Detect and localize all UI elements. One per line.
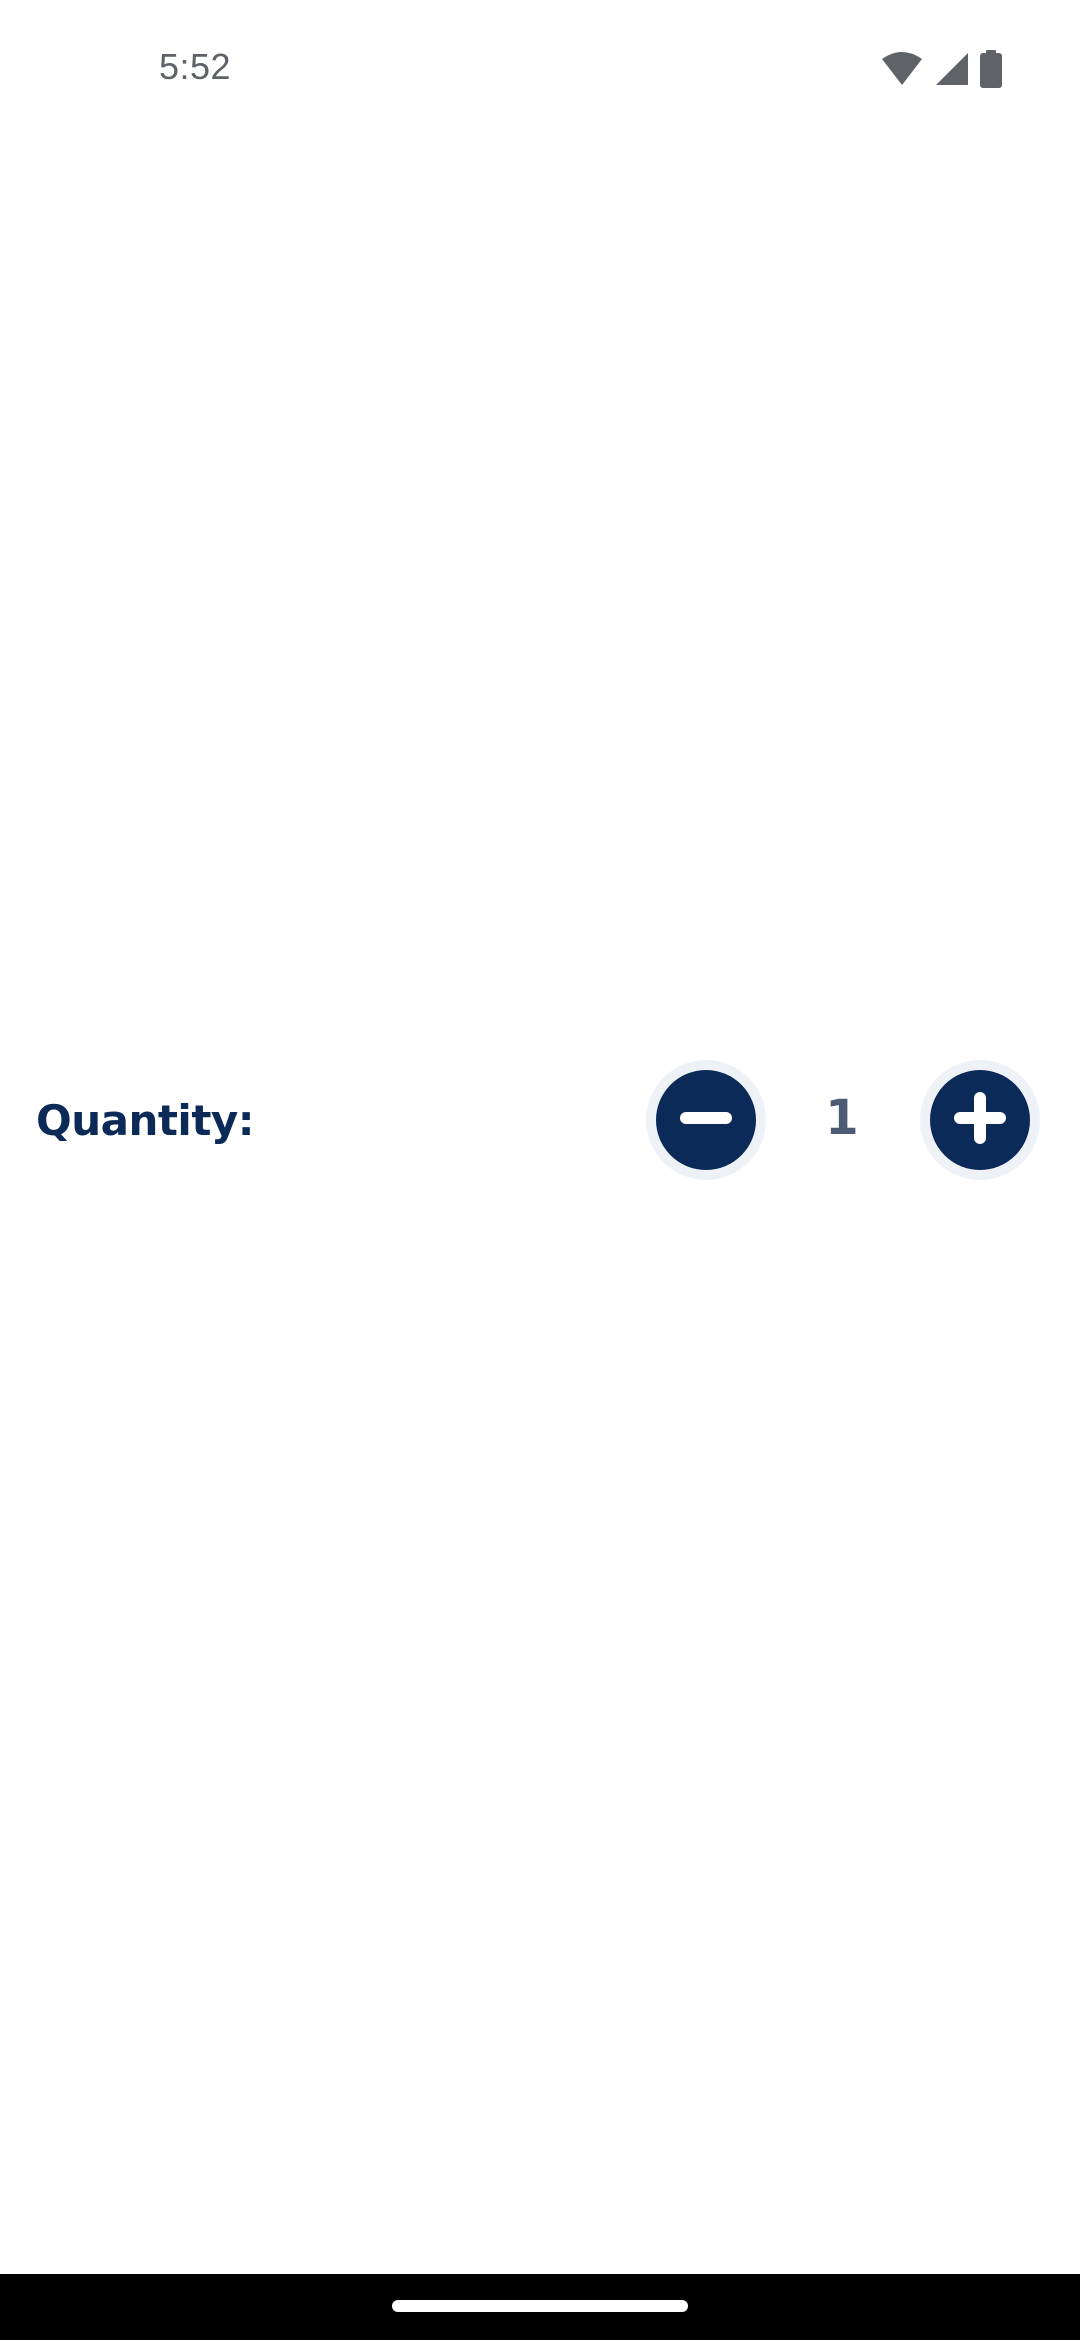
quantity-value: 1 xyxy=(825,1090,859,1146)
battery-icon xyxy=(980,50,1002,88)
minus-icon xyxy=(678,1090,734,1151)
quantity-row: Quantity: 1 xyxy=(0,1060,1080,1180)
wifi-icon xyxy=(880,51,924,87)
decrement-button-face xyxy=(656,1070,756,1170)
increment-button-face xyxy=(930,1070,1030,1170)
cellular-signal-icon xyxy=(934,51,970,87)
increment-button[interactable] xyxy=(920,1060,1040,1180)
status-time: 5:52 xyxy=(159,46,232,87)
status-icons xyxy=(880,50,1002,88)
status-bar: 5:52 xyxy=(0,0,1080,140)
plus-icon xyxy=(952,1090,1008,1151)
navigation-bar xyxy=(0,2274,1080,2340)
home-gesture-handle[interactable] xyxy=(392,2300,688,2312)
quantity-label: Quantity: xyxy=(36,1096,255,1145)
decrement-button[interactable] xyxy=(646,1060,766,1180)
